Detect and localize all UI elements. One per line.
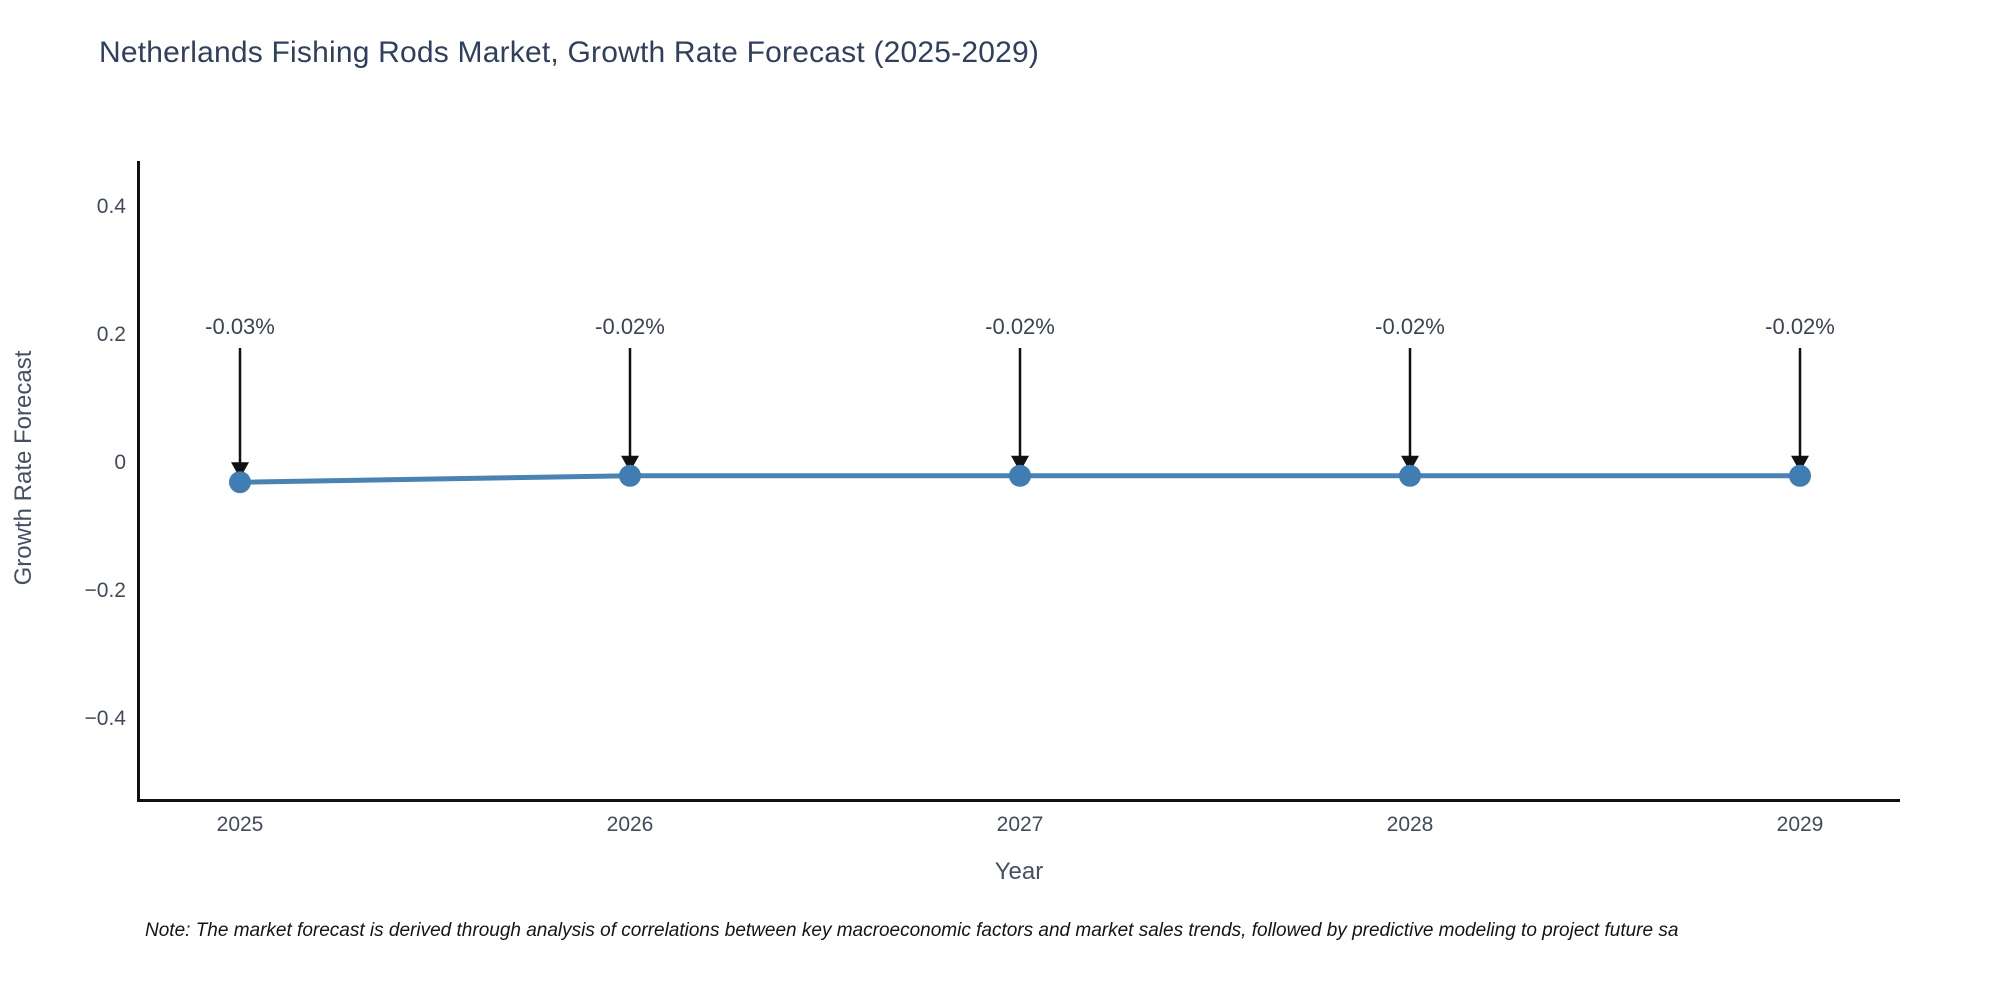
x-tick-label: 2027 [996, 813, 1044, 836]
x-axis-title: Year [994, 858, 1044, 885]
x-tick-label: 2025 [216, 813, 264, 836]
data-point-value-label: -0.03% [205, 314, 275, 339]
annotation-arrow-head-icon [1791, 455, 1809, 472]
x-tick-label: 2026 [606, 813, 654, 836]
x-tick-label: 2028 [1386, 813, 1434, 836]
y-axis-title: Growth Rate Forecast [10, 350, 37, 586]
data-point-marker [1399, 464, 1421, 487]
annotation-arrow-head-icon [621, 455, 639, 472]
y-tick-label: −0.4 [84, 707, 126, 730]
y-tick-label: 0.2 [96, 323, 126, 346]
data-point-value-label: -0.02% [1375, 314, 1445, 339]
annotation-arrow-head-icon [1401, 455, 1419, 472]
chart-footnote: Note: The market forecast is derived thr… [145, 920, 1679, 941]
data-point-marker [1009, 464, 1031, 487]
y-tick-label: −0.2 [84, 579, 126, 602]
y-tick-label: 0.4 [96, 195, 126, 218]
y-tick-label: 0 [114, 451, 126, 474]
y-axis-line [137, 161, 140, 802]
x-axis-line [137, 799, 1900, 802]
data-point-marker [229, 471, 251, 494]
data-point-marker [1789, 464, 1811, 487]
annotation-arrow-head-icon [1011, 455, 1029, 472]
data-point-marker [619, 464, 641, 487]
x-tick-label: 2029 [1776, 813, 1824, 836]
chart-title: Netherlands Fishing Rods Market, Growth … [99, 36, 1040, 69]
annotation-arrow-head-icon [231, 462, 249, 479]
data-point-value-label: -0.02% [595, 314, 665, 339]
data-point-value-label: -0.02% [1765, 314, 1835, 339]
data-point-value-label: -0.02% [985, 314, 1055, 339]
